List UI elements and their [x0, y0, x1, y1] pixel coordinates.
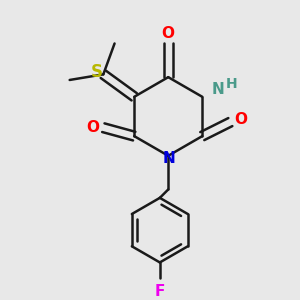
Text: N: N: [162, 151, 175, 166]
Text: O: O: [235, 112, 248, 127]
Text: O: O: [86, 120, 99, 135]
Text: N: N: [211, 82, 224, 97]
Text: S: S: [90, 63, 102, 81]
Text: F: F: [154, 284, 165, 298]
Text: H: H: [226, 77, 238, 91]
Text: O: O: [162, 26, 175, 41]
